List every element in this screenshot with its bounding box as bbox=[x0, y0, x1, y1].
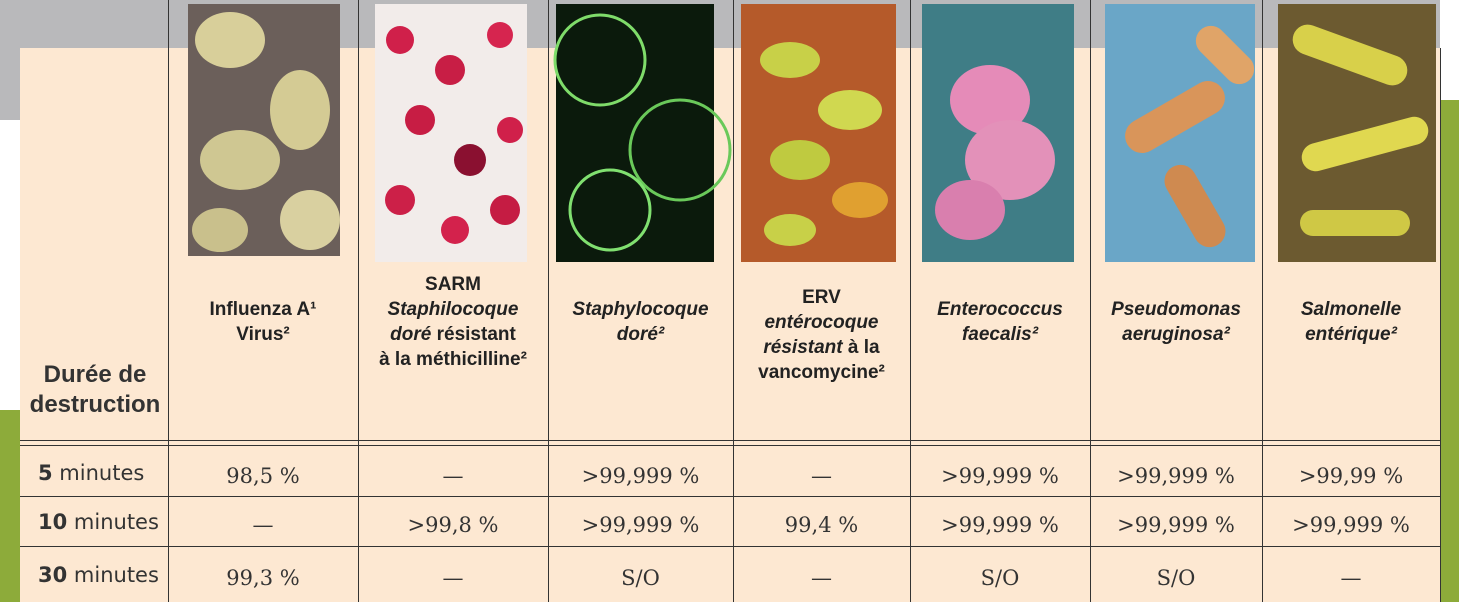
image-enterococcus bbox=[922, 4, 1074, 262]
image-salmonella bbox=[1278, 4, 1436, 262]
image-pseudomonas bbox=[1105, 4, 1260, 262]
image-erv bbox=[741, 4, 896, 262]
value-cell: — bbox=[733, 553, 910, 602]
header-line: Influenza A¹ bbox=[210, 297, 317, 322]
header-line: résistant à la bbox=[763, 335, 879, 360]
header-line: Pseudomonas bbox=[1111, 297, 1241, 322]
value-cell: S/O bbox=[910, 553, 1090, 602]
column-header: Staphylocoque doré² bbox=[548, 262, 733, 382]
header-line: Enterococcus bbox=[937, 297, 1063, 322]
value-cell: >99,99 % bbox=[1262, 455, 1440, 496]
duration-unit: minutes bbox=[53, 461, 145, 485]
header-line: entérocoque bbox=[764, 310, 878, 335]
image-sarm bbox=[375, 4, 527, 262]
duration-unit: minutes bbox=[67, 510, 159, 534]
header-line: vancomycine² bbox=[758, 360, 885, 385]
header-line: Salmonelle bbox=[1301, 297, 1401, 322]
value-cell: S/O bbox=[1090, 553, 1262, 602]
duration-number: 30 bbox=[38, 563, 67, 587]
header-line: ERV bbox=[802, 285, 841, 310]
value-cell: 99,3 % bbox=[168, 553, 358, 602]
header-line: doré² bbox=[617, 322, 665, 347]
duration-cell: 5 minutes bbox=[20, 449, 168, 496]
value-cell: — bbox=[733, 455, 910, 496]
duration-unit: minutes bbox=[67, 563, 159, 587]
column-header: Pseudomonas aeruginosa² bbox=[1090, 262, 1262, 382]
page: Durée de destruction Influenza A¹ Virus²… bbox=[0, 0, 1459, 602]
duration-number: 5 bbox=[38, 461, 53, 485]
column-rule bbox=[1440, 48, 1441, 602]
header-line: faecalis² bbox=[962, 322, 1038, 347]
header-line: Staphilocoque bbox=[388, 297, 519, 322]
image-staphylococcus bbox=[555, 4, 730, 262]
image-influenza bbox=[188, 4, 340, 256]
header-line: à la méthicilline² bbox=[379, 347, 527, 372]
column-header: SARM Staphilocoque doré résistant à la m… bbox=[358, 262, 548, 382]
header-rule bbox=[20, 445, 1440, 446]
value-cell: >99,999 % bbox=[1090, 503, 1262, 546]
duration-number: 10 bbox=[38, 510, 67, 534]
header-line: aeruginosa² bbox=[1122, 322, 1230, 347]
value-cell: — bbox=[358, 455, 548, 496]
microbe-images bbox=[0, 0, 1459, 270]
column-header: Enterococcus faecalis² bbox=[910, 262, 1090, 382]
header-line: Staphylocoque bbox=[572, 297, 708, 322]
row-rule bbox=[20, 496, 1440, 497]
duration-cell: 30 minutes bbox=[20, 547, 168, 602]
header-line: entérique² bbox=[1305, 322, 1397, 347]
value-cell: >99,999 % bbox=[1090, 455, 1262, 496]
corner-label: Durée de destruction bbox=[22, 360, 168, 420]
header-rule bbox=[20, 440, 1440, 441]
header-line: SARM bbox=[425, 272, 481, 297]
green-strip-left bbox=[0, 410, 22, 602]
column-header: ERV entérocoque résistant à la vancomyci… bbox=[733, 275, 910, 395]
value-cell: >99,999 % bbox=[548, 503, 733, 546]
header-line: doré résistant bbox=[390, 322, 516, 347]
value-cell: — bbox=[168, 503, 358, 546]
header-line: Virus² bbox=[236, 322, 290, 347]
column-header: Influenza A¹ Virus² bbox=[168, 262, 358, 382]
value-cell: 98,5 % bbox=[168, 455, 358, 496]
row-rule bbox=[20, 546, 1440, 547]
value-cell: — bbox=[1262, 553, 1440, 602]
duration-cell: 10 minutes bbox=[20, 497, 168, 546]
value-cell: >99,999 % bbox=[910, 503, 1090, 546]
value-cell: >99,8 % bbox=[358, 503, 548, 546]
value-cell: — bbox=[358, 553, 548, 602]
value-cell: S/O bbox=[548, 553, 733, 602]
column-header: Salmonelle entérique² bbox=[1262, 262, 1440, 382]
value-cell: >99,999 % bbox=[548, 455, 733, 496]
value-cell: >99,999 % bbox=[1262, 503, 1440, 546]
value-cell: >99,999 % bbox=[910, 455, 1090, 496]
value-cell: 99,4 % bbox=[733, 503, 910, 546]
